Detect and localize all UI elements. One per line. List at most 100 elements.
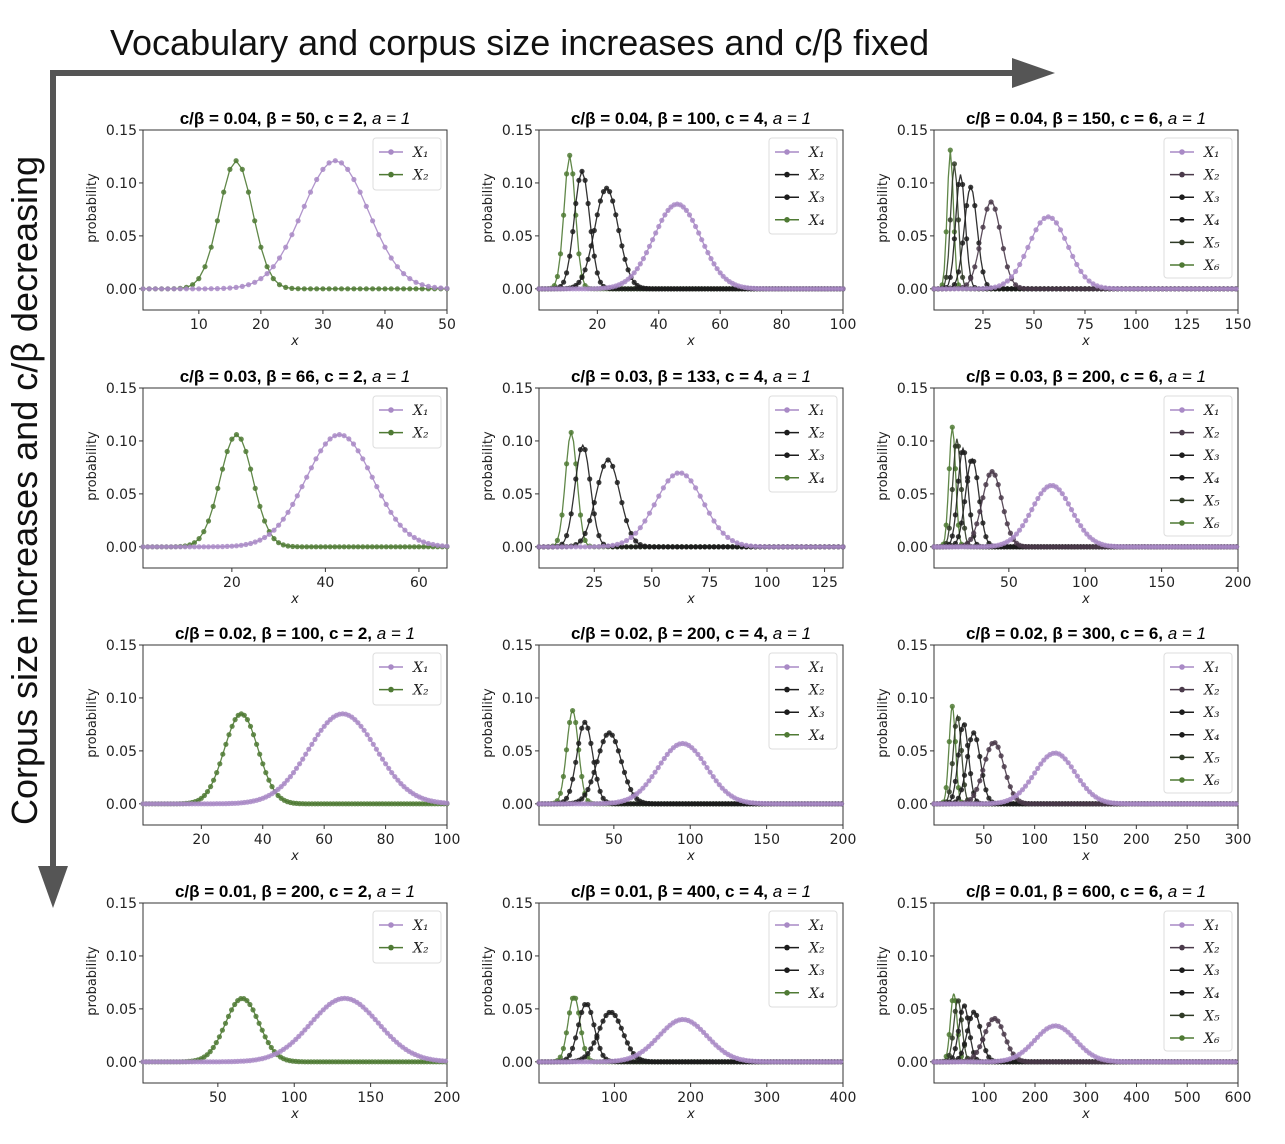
data-point	[585, 786, 591, 793]
data-point	[201, 544, 207, 550]
subplot-title-main: c/β = 0.03, β = 200, c = 6,	[966, 367, 1168, 386]
data-point	[996, 283, 1002, 289]
legend-marker	[784, 686, 790, 693]
data-point	[588, 740, 594, 747]
data-point	[619, 540, 625, 546]
legend-label: X₃	[808, 448, 825, 464]
data-point	[605, 457, 611, 463]
data-point	[579, 773, 585, 780]
legend-marker	[1179, 686, 1185, 693]
data-point	[840, 286, 846, 292]
data-point	[293, 765, 300, 771]
data-point	[402, 527, 408, 533]
data-point	[570, 776, 576, 782]
data-point	[604, 185, 610, 191]
data-point	[615, 748, 622, 754]
data-point	[374, 484, 380, 490]
data-point	[550, 544, 556, 550]
data-point	[338, 286, 345, 292]
data-point	[992, 472, 998, 478]
y-tick-label: 0.05	[106, 487, 137, 503]
subplot-title: c/β = 0.01, β = 200, c = 2, a = 1	[175, 882, 415, 901]
data-point	[665, 207, 671, 213]
data-point	[1127, 286, 1133, 292]
data-point	[955, 534, 962, 540]
legend-label: X₆	[1203, 516, 1220, 532]
y-tick-label: 0.05	[502, 487, 533, 503]
data-point	[1159, 286, 1166, 292]
data-point	[1020, 523, 1026, 529]
subplot-title-main: c/β = 0.02, β = 200, c = 4,	[571, 624, 773, 643]
data-point	[346, 544, 352, 550]
data-point	[939, 286, 945, 292]
data-point	[191, 540, 197, 546]
series-X1	[140, 158, 450, 292]
data-point	[992, 284, 998, 290]
data-point	[1045, 286, 1051, 292]
data-point	[312, 736, 318, 743]
data-point	[196, 286, 202, 292]
data-point	[208, 784, 214, 790]
data-point	[725, 534, 731, 541]
legend-label: X₁	[1203, 918, 1220, 934]
subplot-title-tail: a = 1	[377, 624, 415, 643]
data-point	[587, 518, 593, 524]
data-point	[563, 1030, 570, 1036]
data-point	[252, 539, 258, 545]
data-point	[662, 212, 668, 218]
data-point	[397, 522, 403, 528]
x-axis-label: x	[686, 334, 695, 349]
data-point	[1033, 227, 1039, 233]
x-tick-label: 125	[1174, 317, 1201, 333]
data-point	[591, 227, 597, 234]
legend-box	[1163, 395, 1233, 537]
data-point	[618, 759, 625, 765]
data-point	[573, 1035, 579, 1041]
data-point	[597, 748, 603, 754]
data-point	[628, 530, 634, 537]
data-point	[943, 274, 949, 280]
data-point	[637, 525, 643, 531]
data-point	[762, 544, 768, 550]
subplot-title-tail: a = 1	[372, 367, 410, 386]
data-point	[214, 770, 220, 776]
data-point	[623, 544, 630, 550]
legend-label: X₂	[1203, 683, 1220, 699]
data-point	[967, 1035, 974, 1041]
y-tick-label: 0.15	[106, 896, 137, 912]
data-point	[688, 544, 694, 550]
data-point	[416, 537, 422, 543]
x-tick-label: 100	[971, 1090, 998, 1106]
data-point	[402, 544, 408, 550]
data-point	[238, 436, 244, 442]
legend-marker	[784, 922, 790, 928]
legend-label: X₁	[808, 403, 825, 419]
series-line-X2	[143, 433, 447, 548]
data-point	[707, 769, 713, 775]
data-point	[233, 158, 239, 164]
data-point	[1032, 770, 1038, 776]
data-point	[576, 177, 582, 183]
subplot-title-main: c/β = 0.03, β = 66, c = 2,	[180, 367, 372, 386]
data-point	[1225, 286, 1231, 292]
data-point	[374, 544, 380, 550]
data-point	[304, 474, 310, 480]
data-point	[974, 1012, 980, 1019]
data-point	[388, 255, 394, 261]
y-tick-label: 0.05	[897, 744, 928, 760]
data-point	[350, 441, 357, 447]
data-point	[822, 544, 828, 550]
data-point	[541, 544, 547, 550]
data-point	[582, 719, 588, 725]
data-point	[1066, 244, 1072, 250]
data-point	[350, 544, 357, 550]
data-point	[1151, 286, 1157, 292]
data-point	[588, 779, 594, 785]
data-point	[998, 753, 1004, 759]
data-point	[430, 541, 436, 548]
data-point	[1168, 286, 1174, 292]
x-axis-label: x	[1081, 849, 1090, 864]
data-point	[622, 256, 628, 262]
